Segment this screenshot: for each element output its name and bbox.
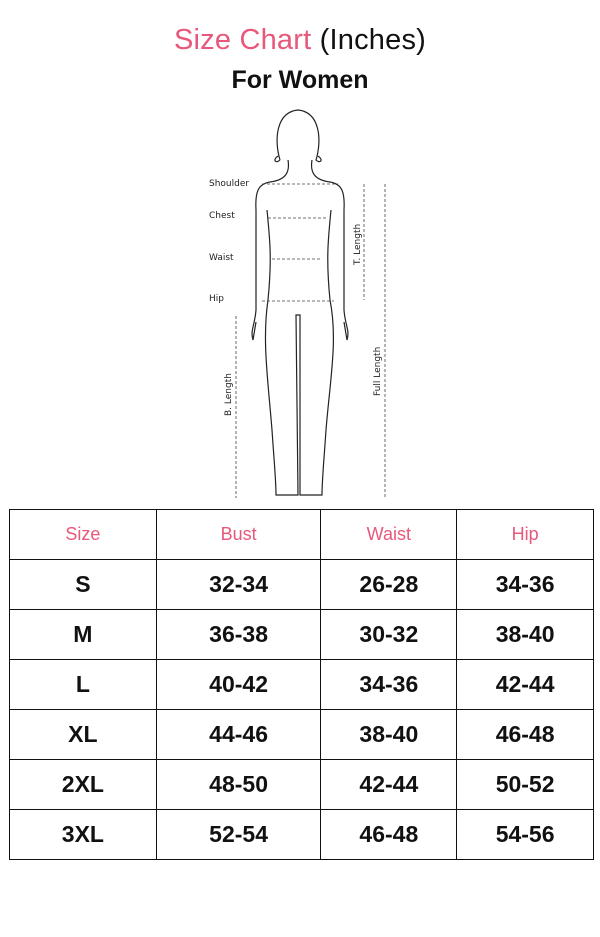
column-header: Bust xyxy=(155,509,322,560)
body-measurement-figure: Shoulder Chest Waist Hip T. Length Full … xyxy=(209,109,386,498)
table-cell: 48-50 xyxy=(155,759,322,810)
page-title: Size Chart (Inches) xyxy=(173,24,426,56)
label-shoulder: Shoulder xyxy=(209,179,249,189)
table-cell: 44-46 xyxy=(155,709,322,760)
table-cell: 38-40 xyxy=(456,609,594,660)
table-cell: XL xyxy=(9,709,157,760)
table-cell: 50-52 xyxy=(456,759,594,810)
label-chest: Chest xyxy=(209,211,235,221)
table-cell: 34-36 xyxy=(320,659,458,710)
table-cell: 3XL xyxy=(9,809,157,860)
label-b-length: B. Length xyxy=(224,373,234,416)
table-row: 2XL 48-50 42-44 50-52 xyxy=(9,759,594,810)
table-row: S 32-34 26-28 34-36 xyxy=(9,559,594,610)
column-header: Size xyxy=(9,509,157,560)
table-cell: 42-44 xyxy=(320,759,458,810)
column-header: Hip xyxy=(456,509,594,560)
label-full-length: Full Length xyxy=(373,347,383,396)
label-waist: Waist xyxy=(209,253,234,263)
column-header: Waist xyxy=(320,509,458,560)
table-cell: 32-34 xyxy=(155,559,322,610)
table-cell: 42-44 xyxy=(456,659,594,710)
table-cell: 38-40 xyxy=(320,709,458,760)
table-row: M 36-38 30-32 38-40 xyxy=(9,609,594,660)
table-row: L 40-42 34-36 42-44 xyxy=(9,659,594,710)
table-row: XL 44-46 38-40 46-48 xyxy=(9,709,594,760)
table-cell: 46-48 xyxy=(456,709,594,760)
table-cell: 34-36 xyxy=(456,559,594,610)
table-row: 3XL 52-54 46-48 54-56 xyxy=(9,809,594,860)
table-header-row: Size Bust Waist Hip xyxy=(9,509,594,560)
table-cell: 36-38 xyxy=(155,609,322,660)
table-cell: 30-32 xyxy=(320,609,458,660)
table-cell: L xyxy=(9,659,157,710)
table-cell: 40-42 xyxy=(155,659,322,710)
table-cell: 2XL xyxy=(9,759,157,810)
table-cell: S xyxy=(9,559,157,610)
label-hip: Hip xyxy=(209,294,224,304)
table-cell: 54-56 xyxy=(456,809,594,860)
table-cell: M xyxy=(9,609,157,660)
label-t-length: T. Length xyxy=(353,224,363,266)
table-cell: 26-28 xyxy=(320,559,458,610)
page-subtitle: For Women xyxy=(231,66,369,94)
size-table: Size Bust Waist Hip S 32-34 26-28 34-36 M 36-38 30… xyxy=(9,509,594,860)
table-cell: 46-48 xyxy=(320,809,458,860)
table-cell: 52-54 xyxy=(155,809,322,860)
